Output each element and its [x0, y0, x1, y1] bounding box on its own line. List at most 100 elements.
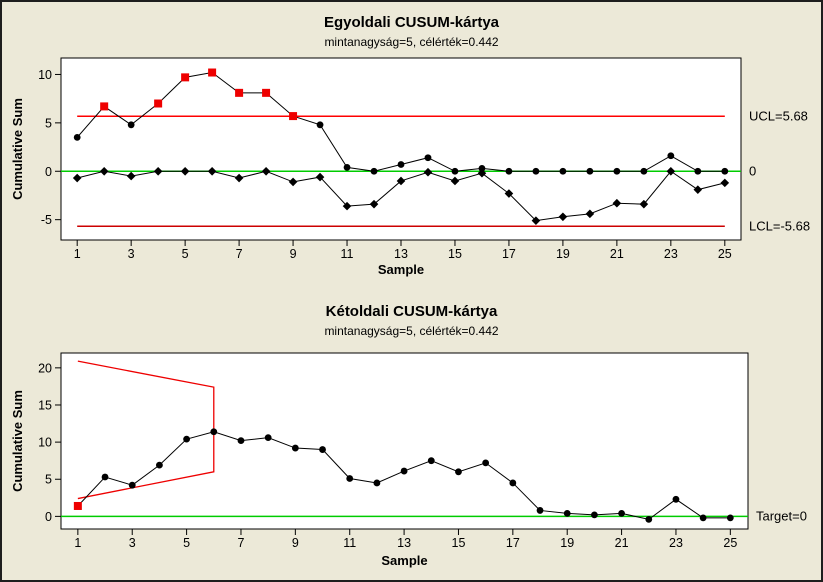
- x-tick-label: 11: [343, 536, 356, 550]
- y-axis-label: Cumulative Sum: [10, 98, 25, 200]
- data-point-marker: [373, 479, 381, 487]
- data-point-marker: [99, 166, 109, 176]
- data-point-marker: [370, 167, 378, 175]
- data-point-marker: [699, 514, 707, 522]
- data-point-marker: [477, 168, 487, 178]
- x-tick-label: 23: [669, 536, 683, 550]
- data-point-marker: [672, 495, 680, 503]
- data-point-marker: [319, 446, 326, 453]
- data-point-marker: [291, 444, 299, 452]
- data-point-marker: [73, 133, 81, 141]
- x-tick-label: 25: [718, 247, 732, 261]
- data-point-marker: [315, 172, 325, 182]
- x-axis-label: Sample: [378, 262, 424, 277]
- data-point-marker: [369, 199, 379, 209]
- x-tick-label: 9: [292, 536, 299, 550]
- one-sided-chart-subtitle: mintanagyság=5, célérték=0.442: [324, 35, 499, 49]
- data-point-marker: [482, 459, 490, 467]
- data-point-marker: [316, 121, 324, 129]
- signal-point-marker: [289, 112, 298, 121]
- y-tick-label: 15: [38, 398, 52, 412]
- data-point-marker: [720, 178, 730, 188]
- data-point-marker: [666, 166, 676, 176]
- data-point-marker: [639, 199, 649, 209]
- x-tick-label: 1: [74, 247, 81, 261]
- data-point-marker: [563, 510, 571, 517]
- data-point-marker: [694, 167, 702, 175]
- plot-area: [60, 352, 749, 530]
- x-tick-label: 15: [452, 536, 466, 550]
- x-tick-label: 25: [723, 536, 737, 550]
- two-sided-chart-subtitle: mintanagyság=5, célérték=0.442: [324, 324, 499, 338]
- data-point-marker: [640, 167, 648, 175]
- data-point-marker: [128, 481, 136, 489]
- data-point-marker: [613, 167, 621, 175]
- data-point-marker: [397, 161, 405, 168]
- x-tick-label: 17: [506, 536, 520, 550]
- data-point-marker: [423, 167, 433, 177]
- data-point-marker: [396, 176, 406, 186]
- data-point-marker: [101, 473, 109, 481]
- x-tick-label: 5: [183, 536, 190, 550]
- x-tick-label: 3: [129, 536, 136, 550]
- two-sided-chart-title: Kétoldali CUSUM-kártya: [325, 303, 498, 320]
- signal-point-marker: [73, 501, 82, 510]
- x-tick-label: 21: [615, 536, 629, 550]
- data-point-marker: [645, 515, 653, 523]
- y-tick-label: 5: [45, 116, 52, 130]
- data-point-marker: [264, 434, 272, 442]
- x-tick-label: 3: [128, 247, 135, 261]
- x-tick-label: 21: [610, 247, 624, 261]
- data-point-marker: [478, 164, 486, 172]
- x-tick-label: 1: [74, 536, 81, 550]
- x-tick-label: 9: [290, 247, 297, 261]
- data-point-marker: [346, 475, 354, 482]
- lcl-label: LCL=-5.68: [749, 218, 810, 233]
- y-axis-label: Cumulative Sum: [10, 390, 25, 492]
- data-point-marker: [400, 467, 408, 475]
- y-tick-label: 0: [45, 165, 52, 179]
- x-axis-label: Sample: [381, 553, 427, 568]
- data-point-marker: [721, 167, 729, 175]
- x-tick-label: 13: [394, 247, 408, 261]
- data-point-marker: [586, 167, 594, 175]
- signal-point-marker: [208, 68, 217, 77]
- center-label: 0: [749, 163, 756, 178]
- two-sided-cusum-plot: Target=01 3 5 7 9 11 13 15 17 19 21 23 2505101520Sam…: [10, 352, 807, 568]
- data-point-marker: [72, 173, 82, 183]
- data-point-marker: [531, 216, 541, 225]
- data-point-marker: [343, 163, 351, 171]
- x-tick-label: 7: [237, 536, 244, 550]
- data-point-marker: [693, 185, 703, 194]
- data-point-marker: [127, 121, 135, 129]
- data-point-marker: [210, 428, 218, 436]
- data-point-marker: [126, 171, 136, 181]
- data-point-marker: [726, 514, 734, 522]
- x-tick-label: 19: [560, 536, 574, 550]
- data-point-marker: [618, 510, 625, 517]
- data-point-marker: [590, 511, 598, 519]
- data-point-marker: [153, 166, 163, 176]
- data-point-marker: [536, 507, 544, 514]
- data-point-marker: [156, 461, 163, 469]
- x-tick-label: 19: [556, 247, 570, 261]
- signal-point-marker: [262, 88, 271, 97]
- data-point-marker: [342, 201, 352, 211]
- x-tick-label: 13: [397, 536, 411, 550]
- data-point-marker: [183, 435, 191, 443]
- data-point-marker: [237, 437, 245, 445]
- data-point-marker: [559, 167, 567, 175]
- y-tick-label: 20: [38, 361, 52, 375]
- signal-point-marker: [100, 102, 109, 111]
- data-point-marker: [207, 166, 217, 176]
- data-point-marker: [505, 167, 513, 175]
- data-point-marker: [424, 154, 432, 162]
- data-point-marker: [532, 167, 540, 175]
- one-sided-chart-title: Egyoldali CUSUM-kártya: [323, 14, 500, 31]
- data-point-marker: [667, 152, 675, 160]
- x-tick-label: 7: [236, 247, 243, 261]
- data-point-marker: [234, 173, 244, 183]
- data-point-marker: [451, 167, 459, 175]
